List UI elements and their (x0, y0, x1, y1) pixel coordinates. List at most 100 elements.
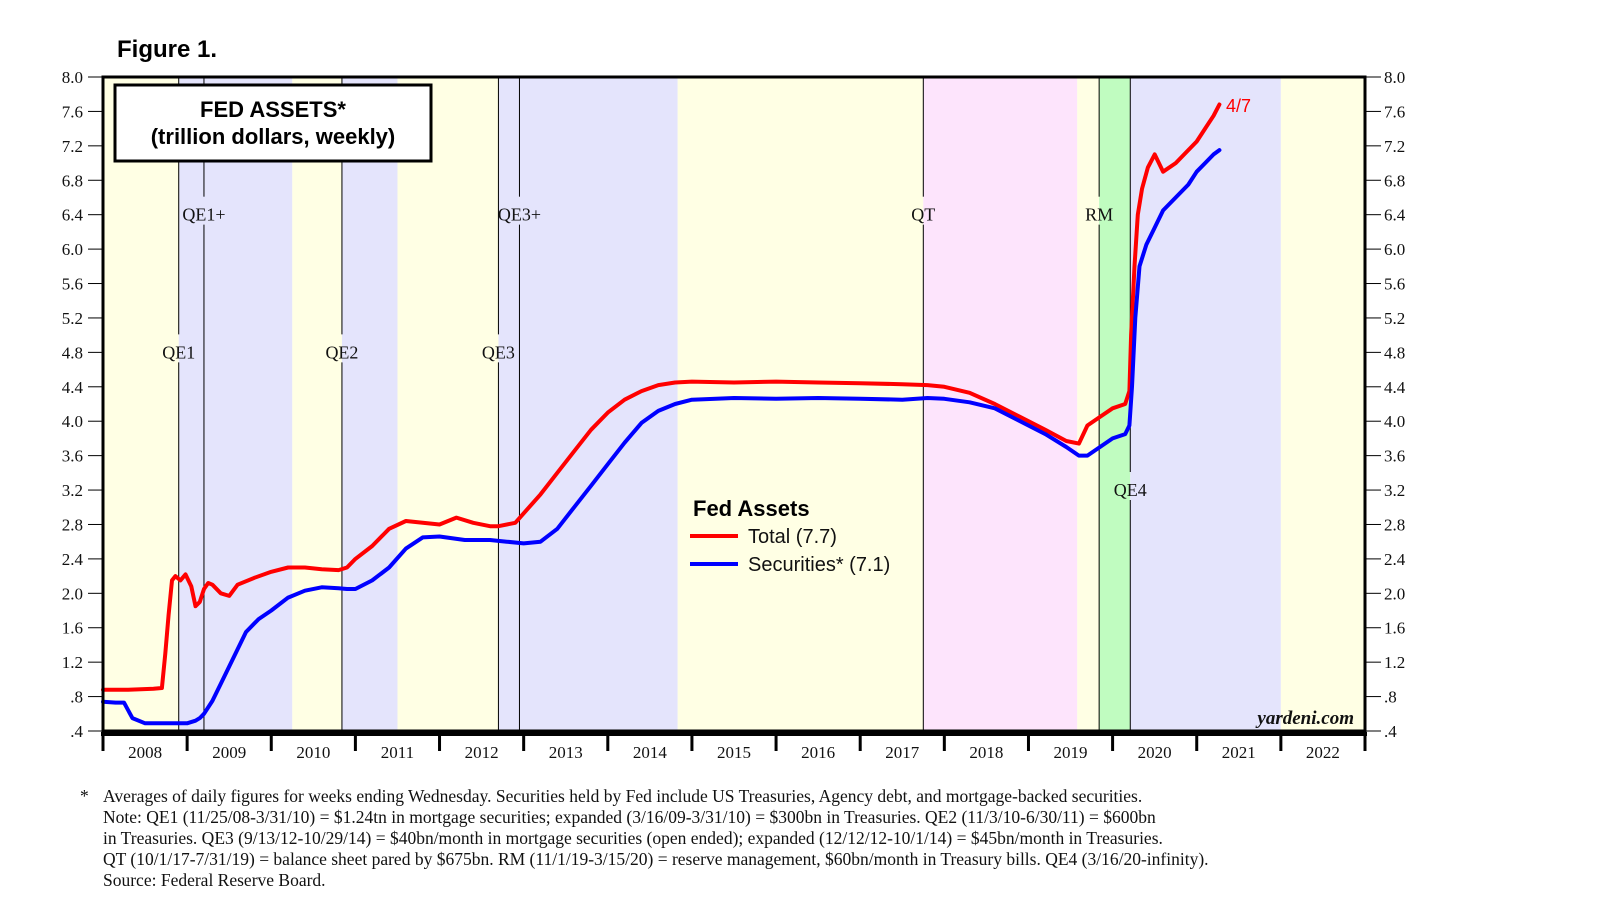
x-tick-label: 2013 (549, 743, 583, 762)
legend-title: Fed Assets (693, 496, 810, 521)
y-tick-label: .8 (70, 688, 83, 707)
event-label: QT (911, 205, 935, 225)
x-tick-label: 2014 (633, 743, 668, 762)
y-tick-label: 6.8 (1384, 171, 1405, 190)
y-tick-label: 6.0 (62, 240, 83, 259)
watermark: yardeni.com (1255, 708, 1354, 729)
y-tick-label: 2.4 (1384, 550, 1406, 569)
y-tick-label: 7.6 (1384, 102, 1405, 121)
x-tick-label: 2015 (717, 743, 751, 762)
series-line-total (101, 102, 1222, 692)
y-tick-label: 2.8 (1384, 515, 1405, 534)
x-tick-label: 2019 (1054, 743, 1088, 762)
event-lines: QE1 QE1+ QE2 QE3 QE3+ QT RM QE4 (162, 77, 1147, 731)
y-tick-label: .4 (70, 722, 83, 741)
y-tick-label: 4.8 (62, 343, 83, 362)
y-tick-label: 6.4 (1384, 206, 1406, 225)
y-tick-label: 7.6 (62, 102, 83, 121)
y-tick-label: 4.0 (1384, 412, 1405, 431)
y-tick-label: 2.4 (62, 550, 84, 569)
y-tick-label: 4.4 (1384, 378, 1406, 397)
period-bands (103, 77, 1365, 731)
x-tick-label: 2012 (465, 743, 499, 762)
y-tick-label: 3.6 (62, 447, 83, 466)
legend-label-total: Total (7.7) (748, 526, 837, 548)
plot-frame (101, 75, 1367, 736)
x-tick-label: 2021 (1222, 743, 1256, 762)
y-tick-label: 5.6 (1384, 275, 1405, 294)
x-tick-label: 2016 (801, 743, 835, 762)
y-tick-label: 5.6 (62, 275, 83, 294)
event-label: QE1+ (182, 205, 225, 225)
y-tick-label: 5.2 (1384, 309, 1405, 328)
y-tick-label: .8 (1384, 688, 1397, 707)
figure-label: Figure 1. (117, 36, 218, 63)
y-tick-label: 1.2 (62, 653, 83, 672)
y-axis-right: 8.0 7.6 7.2 6.8 6.4 6.0 5.6 5.2 4.8 4.4 4.0 3.6 3.2 2… (1365, 68, 1406, 741)
y-tick-label: 8.0 (1384, 68, 1405, 87)
legend: Fed Assets Total (7.7) Securities* (7.1) (690, 496, 890, 576)
period-band (677, 77, 924, 731)
y-tick-label: 1.2 (1384, 653, 1405, 672)
y-tick-label: 2.8 (62, 515, 83, 534)
y-tick-label: 1.6 (62, 619, 83, 638)
period-band (923, 77, 1078, 731)
legend-label-securities: Securities* (7.1) (748, 554, 890, 576)
footnote-line: Note: QE1 (11/25/08-3/31/10) = $1.24tn i… (103, 807, 1156, 827)
y-tick-label: 6.8 (62, 171, 83, 190)
y-tick-label: 5.2 (62, 309, 83, 328)
chart-title-box: FED ASSETS* (trillion dollars, weekly) (113, 83, 433, 163)
period-band (341, 77, 398, 731)
x-axis: 2008 2009 2010 2011 2012 2013 2014 2015 2016 2017… (101, 731, 1367, 762)
event-label: RM (1085, 205, 1113, 225)
event-label: QE4 (1114, 480, 1147, 500)
y-tick-label: 7.2 (62, 137, 83, 156)
x-tick-label: 2020 (1138, 743, 1172, 762)
y-tick-label: 3.6 (1384, 447, 1405, 466)
event-label: QE1 (162, 342, 195, 362)
footnote-line: in Treasuries. QE3 (9/13/12-10/29/14) = … (103, 828, 1163, 848)
y-tick-label: 8.0 (62, 68, 83, 87)
period-band (1130, 77, 1281, 731)
y-axis-left: 8.0 7.6 7.2 6.8 6.4 6.0 5.6 5.2 4.8 4.4 4.0 3.6 3.2 2… (62, 68, 103, 741)
x-tick-label: 2011 (381, 743, 414, 762)
y-tick-label: 3.2 (1384, 481, 1405, 500)
period-band (498, 77, 678, 731)
y-tick-label: 7.2 (1384, 137, 1405, 156)
footnote-line: Source: Federal Reserve Board. (103, 870, 326, 890)
x-tick-label: 2009 (212, 743, 246, 762)
x-tick-label: 2017 (885, 743, 920, 762)
series-lines (101, 102, 1222, 726)
period-band (1077, 77, 1100, 731)
plot-border (101, 75, 1367, 733)
y-tick-label: 6.4 (62, 206, 84, 225)
event-label: QE3+ (498, 205, 541, 225)
chart-title: FED ASSETS* (200, 97, 346, 122)
footnote-line: Averages of daily figures for weeks endi… (103, 786, 1143, 806)
period-band (292, 77, 342, 731)
period-band (1280, 77, 1365, 731)
x-tick-label: 2010 (296, 743, 330, 762)
series-line-securities (101, 148, 1222, 726)
x-tick-label: 2008 (128, 743, 162, 762)
y-tick-label: 4.8 (1384, 343, 1405, 362)
chart-subtitle: (trillion dollars, weekly) (151, 124, 396, 149)
event-label: QE2 (325, 342, 358, 362)
y-tick-label: 2.0 (1384, 584, 1405, 603)
fed-assets-chart: QE1 QE1+ QE2 QE3 QE3+ QT RM QE4 8.0 7.6 7.2 6.8 6.4… (62, 68, 1406, 762)
end-date-annotation: 4/7 (1226, 96, 1251, 116)
y-tick-label: 2.0 (62, 584, 83, 603)
y-tick-label: 3.2 (62, 481, 83, 500)
event-label: QE3 (482, 342, 515, 362)
y-tick-label: 4.0 (62, 412, 83, 431)
period-band (178, 77, 293, 731)
footnote-marker: * (80, 786, 89, 806)
y-tick-label: 4.4 (62, 378, 84, 397)
period-band (397, 77, 499, 731)
y-tick-label: 1.6 (1384, 619, 1405, 638)
y-tick-label: 6.0 (1384, 240, 1405, 259)
footnote-line: QT (10/1/17-7/31/19) = balance sheet par… (103, 849, 1209, 869)
x-tick-label: 2022 (1306, 743, 1340, 762)
x-tick-label: 2018 (969, 743, 1003, 762)
y-tick-label: .4 (1384, 722, 1397, 741)
